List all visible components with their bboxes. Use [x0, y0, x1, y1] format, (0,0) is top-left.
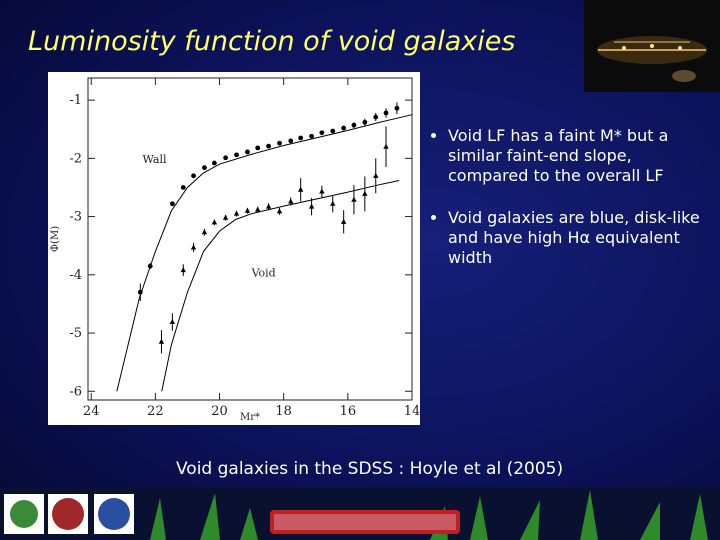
data-point: [340, 218, 347, 224]
telescope-photo: [584, 0, 720, 92]
data-point: [330, 128, 336, 134]
data-point: [373, 114, 379, 120]
data-point: [362, 119, 368, 125]
data-point: [180, 267, 186, 273]
data-point: [190, 244, 197, 250]
data-point: [297, 186, 304, 192]
data-point: [319, 188, 325, 194]
data-point: [223, 155, 229, 161]
data-point: [244, 207, 251, 213]
data-point: [288, 138, 294, 144]
bullet: Void galaxies are blue, disk-like and ha…: [448, 208, 713, 268]
data-point: [276, 208, 283, 214]
series-label: Wall: [143, 153, 167, 166]
footer-decoration: [0, 488, 720, 540]
data-point: [211, 160, 217, 166]
fit-curve: [116, 114, 413, 392]
data-point: [319, 130, 325, 136]
chart-image: -1 -2 -3 -4 -5 -6 24 22 20 18 16 14 Mr* Φ(M) Wall Void: [48, 72, 420, 425]
data-point: [362, 190, 368, 196]
x-tick-label: 16: [340, 404, 357, 419]
data-point: [222, 214, 229, 220]
y-tick-label: -3: [69, 210, 82, 225]
bullet: Void LF has a faint M* but a similar fai…: [448, 126, 713, 186]
x-tick-label: 22: [147, 404, 164, 419]
data-point: [351, 196, 357, 202]
data-point: [180, 185, 186, 190]
data-point: [383, 143, 389, 149]
y-tick-label: -4: [69, 268, 82, 283]
data-point: [394, 105, 400, 111]
data-point: [158, 338, 165, 344]
y-tick-label: -1: [69, 93, 82, 108]
data-point: [202, 165, 207, 171]
data-point: [201, 229, 208, 235]
slide-title: Luminosity function of void galaxies: [28, 26, 516, 57]
x-tick-label: 24: [83, 404, 100, 419]
data-point: [373, 172, 379, 178]
data-point: [169, 201, 175, 207]
fit-curve: [161, 179, 400, 392]
data-point: [234, 152, 239, 158]
x-axis-label: Mr*: [240, 412, 260, 423]
data-point: [308, 203, 315, 209]
chart: -1 -2 -3 -4 -5 -624 22 20 18 16 14 Mr* Φ(M) Wall Void: [50, 77, 420, 423]
x-tick-label: 18: [275, 404, 292, 419]
data-point: [298, 135, 304, 141]
data-point: [309, 133, 314, 139]
data-point: [266, 143, 272, 149]
data-point: [277, 140, 282, 146]
plot-frame: [87, 77, 413, 401]
caption: Void galaxies in the SDSS : Hoyle et al …: [176, 459, 564, 479]
data-point: [351, 122, 357, 128]
data-point: [383, 110, 389, 116]
series-label: Void: [251, 267, 276, 280]
x-tick-label: 20: [211, 404, 228, 419]
y-tick-label: -2: [69, 151, 82, 166]
y-tick-label: -5: [69, 326, 82, 341]
data-point: [254, 206, 261, 212]
bullet-list: Void LF has a faint M* but a similar fai…: [430, 126, 713, 290]
y-tick-label: -6: [69, 384, 82, 399]
data-point: [245, 149, 250, 155]
x-tick-label: 14: [404, 404, 420, 419]
data-point: [233, 210, 240, 216]
data-point: [288, 198, 294, 204]
data-point: [265, 203, 272, 209]
data-point: [255, 145, 261, 151]
y-axis-label: Φ(M): [50, 226, 61, 252]
data-point: [341, 125, 347, 131]
data-point: [169, 318, 176, 324]
data-point: [330, 200, 336, 206]
data-point: [191, 173, 196, 179]
data-point: [211, 219, 218, 225]
